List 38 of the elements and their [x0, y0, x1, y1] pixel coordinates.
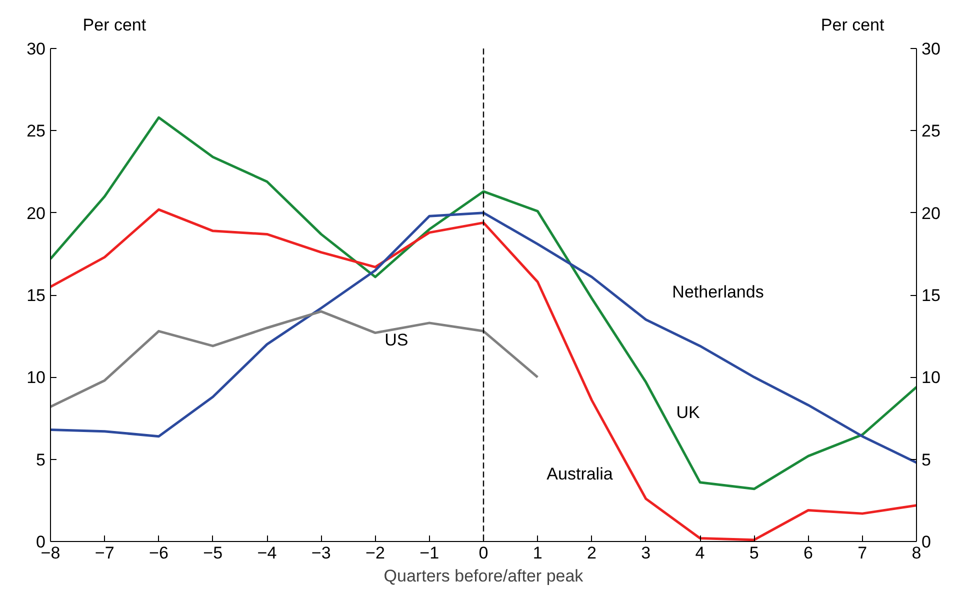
x-tick-label: 7	[858, 544, 868, 562]
x-tick-label: 1	[532, 544, 542, 562]
series-label: Australia	[546, 464, 614, 484]
x-tick-label: 3	[641, 544, 651, 562]
x-tick-label: −5	[203, 544, 223, 562]
x-tick-label: 2	[587, 544, 596, 562]
y2-tick-label: 5	[922, 450, 931, 470]
y-tick-label: 10	[26, 368, 46, 388]
y2-tick-label: 10	[922, 368, 940, 388]
x-axis-title: Quarters before/after peak	[384, 566, 584, 586]
line-series	[50, 116, 916, 490]
x-tick-label: 4	[695, 544, 705, 562]
y2-tick-label: 15	[922, 286, 940, 305]
y2-axis-title: Per cent	[820, 16, 885, 35]
x-tick-label: 6	[804, 544, 813, 562]
y-tick-label: 15	[26, 286, 46, 305]
line-series	[50, 212, 916, 464]
line-series	[50, 310, 539, 408]
y-tick-label: 30	[26, 40, 46, 58]
series-label: UK	[676, 402, 700, 422]
y-tick-label: 5	[36, 450, 46, 470]
x-tick-label: −3	[311, 544, 331, 562]
x-tick-label: −7	[94, 544, 114, 562]
x-tick-label: −2	[366, 544, 385, 562]
x-tick-label: 8	[912, 544, 922, 562]
y2-tick-label: 25	[922, 122, 940, 141]
x-tick-label: −6	[149, 544, 168, 562]
y2-tick-label: 30	[922, 40, 940, 58]
x-tick-label: −1	[420, 544, 440, 562]
series-label: Netherlands	[672, 282, 764, 302]
x-tick-label: 0	[478, 544, 488, 562]
y-tick-label: 20	[26, 204, 46, 223]
x-tick-label: 5	[749, 544, 759, 562]
series-label: US	[384, 330, 408, 350]
y-axis-title: Per cent	[82, 16, 146, 35]
y2-tick-label: 20	[922, 204, 940, 223]
x-tick-label: −4	[257, 544, 277, 562]
y-tick-label: 25	[26, 122, 46, 141]
